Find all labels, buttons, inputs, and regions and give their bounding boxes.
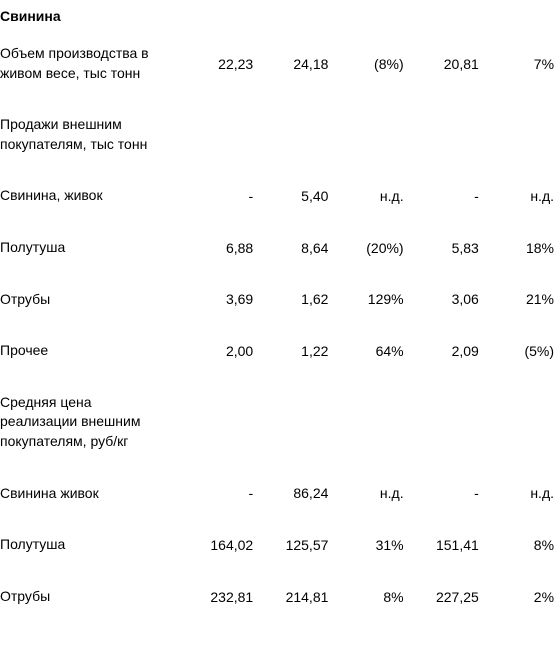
pork-data-table: Свинина Объем производства в живом весе,… — [0, 0, 554, 622]
row-cell: 232,81 — [178, 589, 253, 605]
row-label: Объем производства в живом весе, тыс тон… — [0, 44, 178, 83]
table-row: Отрубы 232,81 214,81 8% 227,25 2% — [0, 571, 554, 623]
row-cell: н.д. — [479, 485, 554, 501]
row-cell: (8%) — [328, 56, 403, 72]
section-title: Свинина — [0, 0, 554, 28]
row-cell: 64% — [328, 343, 403, 359]
row-cell: 5,83 — [404, 240, 479, 256]
row-cell: 20,81 — [404, 56, 479, 72]
row-cell: 1,62 — [253, 291, 328, 307]
table-row: Полутуша 6,88 8,64 (20%) 5,83 18% — [0, 222, 554, 274]
row-cell: 8% — [328, 589, 403, 605]
table-row: Свинина живок - 86,24 н.д. - н.д. — [0, 468, 554, 520]
table-row: Свинина, живок - 5,40 н.д. - н.д. — [0, 170, 554, 222]
row-cell: 3,06 — [404, 291, 479, 307]
row-cell: (20%) — [328, 240, 403, 256]
row-cell: 164,02 — [178, 537, 253, 553]
row-cell: 8,64 — [253, 240, 328, 256]
table-row: Продажи внешним покупателям, тыс тонн — [0, 99, 554, 170]
row-label: Полутуша — [0, 535, 178, 555]
row-cell: 21% — [479, 291, 554, 307]
row-cell: 1,22 — [253, 343, 328, 359]
row-cell: - — [404, 188, 479, 204]
row-cell: 2,09 — [404, 343, 479, 359]
row-cell: 129% — [328, 291, 403, 307]
row-label: Средняя цена реализации внешним покупате… — [0, 393, 178, 452]
row-cell: - — [178, 485, 253, 501]
row-cell: 6,88 — [178, 240, 253, 256]
row-cell: 151,41 — [404, 537, 479, 553]
table-row: Прочее 2,00 1,22 64% 2,09 (5%) — [0, 325, 554, 377]
row-cell: 8% — [479, 537, 554, 553]
row-label: Свинина, живок — [0, 186, 178, 206]
row-cell: 2% — [479, 589, 554, 605]
table-row: Отрубы 3,69 1,62 129% 3,06 21% — [0, 274, 554, 326]
row-cell: 24,18 — [253, 56, 328, 72]
row-cell: 86,24 — [253, 485, 328, 501]
row-cell: 125,57 — [253, 537, 328, 553]
row-cell: - — [404, 485, 479, 501]
row-cell: 31% — [328, 537, 403, 553]
row-label: Свинина живок — [0, 484, 178, 504]
table-row: Объем производства в живом весе, тыс тон… — [0, 28, 554, 99]
row-label: Отрубы — [0, 290, 178, 310]
row-cell: н.д. — [328, 485, 403, 501]
row-cell: 7% — [479, 56, 554, 72]
row-cell: 227,25 — [404, 589, 479, 605]
row-cell: н.д. — [328, 188, 403, 204]
row-cell: 22,23 — [178, 56, 253, 72]
row-cell: 2,00 — [178, 343, 253, 359]
row-label: Отрубы — [0, 587, 178, 607]
row-cell: 3,69 — [178, 291, 253, 307]
row-label: Продажи внешним покупателям, тыс тонн — [0, 115, 178, 154]
table-row: Средняя цена реализации внешним покупате… — [0, 377, 554, 468]
row-cell: - — [178, 188, 253, 204]
row-cell: (5%) — [479, 343, 554, 359]
table-row: Полутуша 164,02 125,57 31% 151,41 8% — [0, 519, 554, 571]
row-cell: 214,81 — [253, 589, 328, 605]
row-cell: 18% — [479, 240, 554, 256]
row-label: Прочее — [0, 341, 178, 361]
row-cell: 5,40 — [253, 188, 328, 204]
row-cell: н.д. — [479, 188, 554, 204]
row-label: Полутуша — [0, 238, 178, 258]
